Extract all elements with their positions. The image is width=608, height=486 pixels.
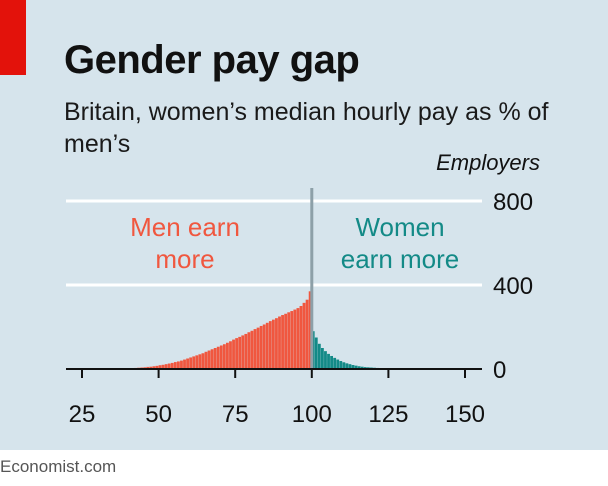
bar [186, 358, 189, 369]
histogram-chart: 25 50 75 100 125 150 0 400 800 Men earn more Wome… [66, 150, 540, 428]
bar [222, 344, 226, 369]
bar [149, 366, 153, 369]
bar [155, 365, 159, 369]
bar [351, 365, 355, 369]
bar [161, 364, 165, 369]
chart-subtitle: Britain, women’s median hourly pay as % … [64, 98, 549, 158]
annotations: Men earn more Women earn more [130, 212, 459, 274]
bars [112, 188, 438, 369]
x-tick-label: 25 [69, 401, 96, 428]
bar [232, 339, 235, 369]
bar [229, 341, 232, 369]
bar [296, 308, 300, 369]
bar [271, 319, 275, 369]
bar [201, 353, 205, 369]
bar [357, 366, 361, 369]
bar [170, 362, 174, 369]
bar [278, 316, 281, 369]
annotation-line: Men earn [130, 212, 240, 242]
annotation-line: more [155, 244, 214, 274]
bar [265, 322, 269, 369]
bar [152, 366, 156, 369]
bar [305, 299, 309, 369]
bar [324, 351, 327, 369]
x-tick-label: 125 [368, 401, 408, 428]
bar [333, 357, 337, 369]
bar [336, 359, 340, 369]
bar [241, 335, 245, 369]
bar [250, 330, 254, 369]
bar [348, 364, 352, 369]
y-tick-label: 800 [493, 189, 533, 216]
bar [238, 336, 242, 369]
bar [216, 346, 220, 369]
bar [262, 324, 266, 369]
annotation-line: Women [355, 212, 444, 242]
bar [275, 318, 278, 369]
bar [173, 362, 177, 369]
bar [146, 366, 150, 369]
annotation-line: earn more [341, 244, 460, 274]
bar [345, 363, 349, 369]
bar [268, 321, 272, 369]
bar [290, 311, 294, 369]
y-axis-unit-label: Employers [436, 150, 540, 175]
y-axis-labels: 0 400 800 [493, 189, 533, 384]
x-axis: 25 50 75 100 125 150 [66, 368, 485, 428]
x-tick-label: 75 [222, 401, 249, 428]
bar [192, 356, 196, 369]
bar [210, 349, 214, 369]
bar [180, 360, 183, 369]
bar [342, 362, 346, 369]
bar [253, 329, 257, 369]
bar [308, 291, 312, 369]
x-tick-label: 100 [292, 401, 332, 428]
bar [164, 364, 168, 369]
bar [330, 355, 334, 369]
bar [183, 359, 186, 369]
bar [158, 365, 162, 369]
bar [198, 354, 202, 369]
bar [360, 366, 364, 369]
bar [314, 337, 318, 369]
bar [235, 338, 239, 369]
annotation-women-earn-more: Women earn more [341, 212, 460, 274]
bar [317, 343, 321, 369]
bar [219, 345, 223, 369]
bar [320, 348, 324, 369]
y-tick-label: 0 [493, 357, 506, 384]
bar [167, 363, 171, 369]
bar [204, 351, 208, 369]
bar [299, 306, 303, 369]
bar [284, 313, 288, 369]
bar [302, 302, 306, 369]
bar [226, 342, 229, 369]
bar [189, 357, 193, 369]
annotation-men-earn-more: Men earn more [130, 212, 240, 274]
chart-panel [0, 0, 608, 450]
bar [176, 361, 180, 369]
bar [259, 325, 263, 369]
bar [207, 350, 211, 369]
bar [293, 309, 297, 369]
bar [281, 315, 284, 369]
x-tick-label: 150 [445, 401, 485, 428]
bar [287, 312, 291, 369]
x-tick-label: 50 [145, 401, 172, 428]
bar [256, 327, 260, 369]
y-tick-label: 400 [493, 273, 533, 300]
brand-red-tag [0, 0, 26, 75]
bar [195, 355, 199, 369]
bar [327, 353, 330, 369]
bar [354, 365, 358, 369]
bar [213, 348, 217, 369]
bar [339, 361, 343, 369]
bar [244, 333, 248, 369]
gridlines [66, 199, 482, 287]
source-footer: Economist.com [0, 457, 117, 476]
chart-title: Gender pay gap [64, 38, 360, 82]
bar [247, 332, 251, 369]
